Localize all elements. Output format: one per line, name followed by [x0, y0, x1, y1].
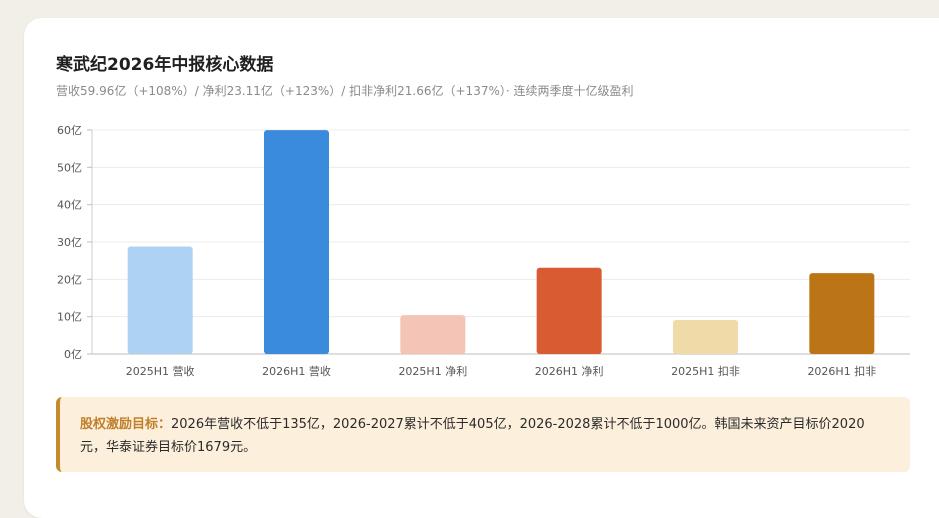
y-tick-label: 0亿 [64, 348, 82, 361]
page-title: 寒武纪2026年中报核心数据 [56, 55, 274, 75]
bar [809, 273, 875, 354]
y-tick-label: 30亿 [57, 236, 82, 249]
y-tick-label: 20亿 [57, 273, 82, 286]
bar-chart: 0亿 10亿 20亿 30亿 40亿 50亿 60亿 2025H1 营收 2026H1 营收 20… [57, 124, 910, 378]
bar [127, 246, 193, 354]
x-tick-label: 2025H1 营收 [126, 364, 195, 378]
y-tick-label: 50亿 [57, 161, 82, 174]
equity-incentive-note: 股权激励目标：2026年营收不低于135亿，2026-2027累计不低于405亿… [56, 397, 910, 472]
bar [400, 315, 466, 354]
x-tick-label: 2026H1 净利 [535, 364, 604, 378]
bar [264, 130, 329, 354]
bar [673, 320, 738, 354]
x-tick-label: 2025H1 净利 [398, 364, 467, 378]
y-tick-label: 40亿 [57, 199, 82, 212]
x-tick-label: 2026H1 营收 [262, 364, 331, 378]
x-tick-label: 2025H1 扣非 [671, 364, 740, 378]
bar [536, 267, 602, 354]
y-tick-label: 60亿 [57, 124, 82, 137]
note-label: 股权激励目标： [80, 417, 172, 432]
note-text: 2026年营收不低于135亿，2026-2027累计不低于405亿，2026-2… [80, 417, 865, 455]
y-tick-label: 10亿 [57, 311, 82, 324]
page-subtitle: 营收59.96亿（+108%）/ 净利23.11亿（+123%）/ 扣非净利21… [56, 84, 634, 98]
x-tick-label: 2026H1 扣非 [807, 364, 876, 378]
